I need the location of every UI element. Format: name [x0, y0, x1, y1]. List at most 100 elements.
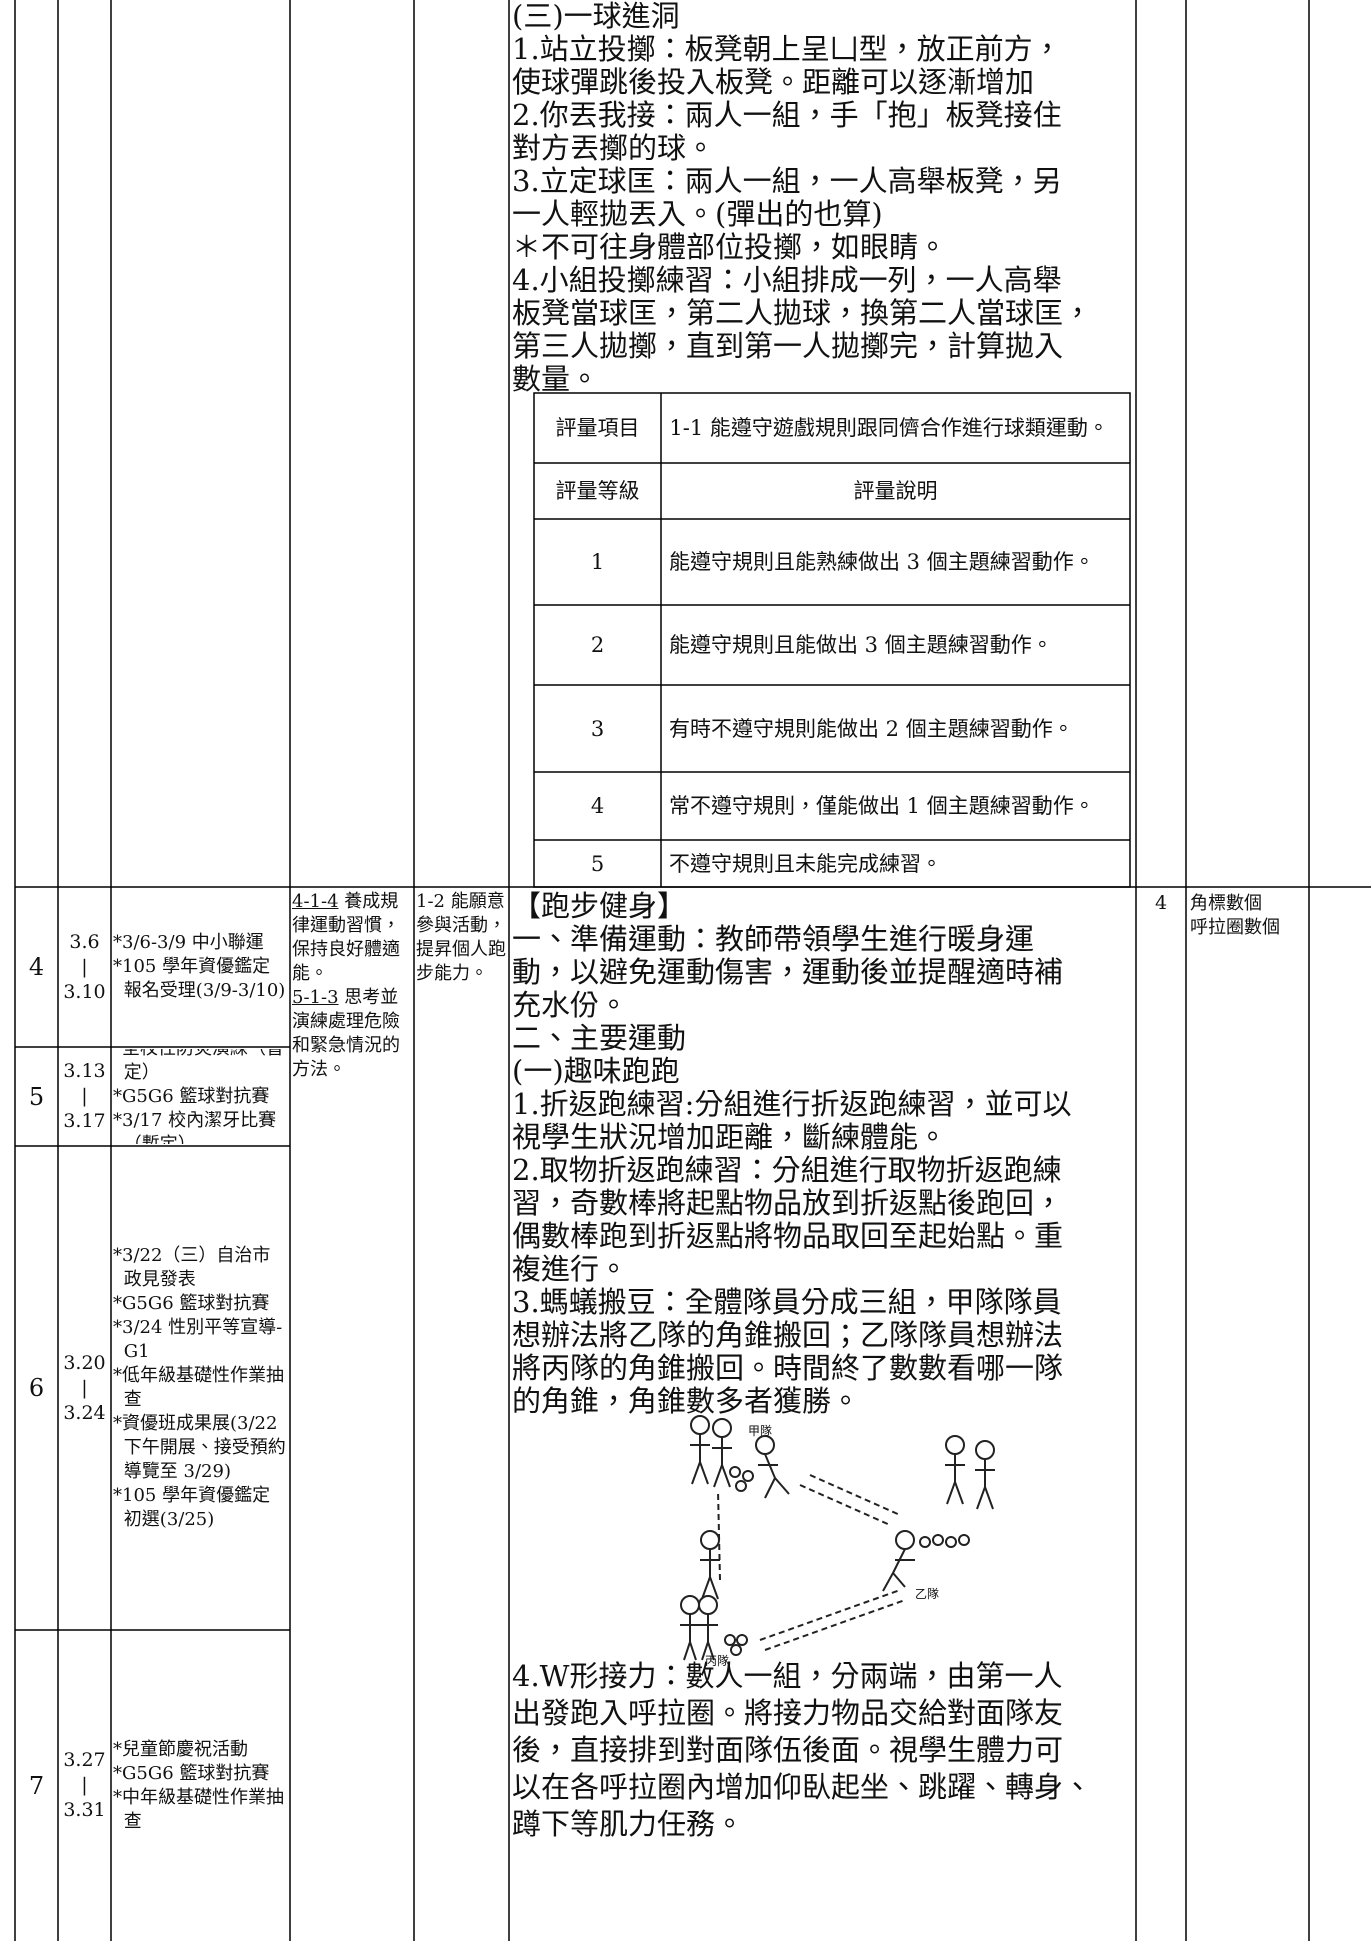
event: *中年級基礎性作業抽查	[113, 1786, 284, 1832]
content-line: 的角錐，角錐數多者獲勝。	[512, 1384, 861, 1418]
event: *3/17 校內潔牙比賽（暫定）	[113, 1109, 277, 1145]
content-line: 想辦法將乙隊的角錐搬回；乙隊隊員想辦法	[512, 1318, 1064, 1352]
resources: 角標數個 呼拉圈數個	[1190, 892, 1306, 940]
indicator: 5-1-3 思考並演練處理危險和緊急情況的方法。	[292, 986, 412, 1082]
content-line: 2.你丟我接：兩人一組，手「抱」板凳接住	[512, 98, 1062, 132]
content-line: 將丙隊的角錐搬回。時間終了數數看哪一隊	[512, 1351, 1064, 1385]
event: *G5G6 籃球對抗賽	[113, 1293, 270, 1314]
week-number: 6	[28, 1374, 45, 1402]
date-range: 3.13 | 3.17	[58, 1047, 111, 1146]
content-line: 動，以避免運動傷害，運動後並提醒適時補	[512, 955, 1064, 989]
content-line: 3.螞蟻搬豆：全體隊員分成三組，甲隊隊員	[512, 1285, 1062, 1319]
event: *3/24 性別平等宣導-G1	[113, 1317, 283, 1362]
rubric-level: 1	[590, 550, 605, 574]
resource: 呼拉圈數個	[1190, 917, 1280, 938]
content-line: 1.站立投擲：板凳朝上呈凵型，放正前方，	[512, 32, 1062, 66]
event: *低年級基礎性作業抽查	[113, 1365, 284, 1410]
date-start: 3.20	[63, 1351, 106, 1374]
content-line: ＊不可往身體部位投擲，如眼睛。	[512, 230, 948, 264]
event: *G5G6 籃球對抗賽	[113, 1762, 270, 1784]
event: *105 學年資優鑑定初選(3/25)	[113, 1485, 271, 1530]
events: *3/6-3/9 中小聯運 *105 學年資優鑑定報名受理(3/9-3/10)	[113, 889, 288, 1045]
week-number: 4	[28, 953, 45, 981]
indicator-text: 養成規律運動習慣，保持良好體適能。	[292, 891, 400, 984]
content-line: 數量。	[512, 362, 600, 396]
date-sep: |	[81, 955, 88, 978]
indicator-code: 5-1-3	[292, 987, 339, 1008]
events: *3/22（三）自治市政見發表 *G5G6 籃球對抗賽 *3/24 性別平等宣導-G…	[113, 1148, 288, 1628]
content-line: 以在各呼拉圈內增加仰臥起坐、跳躍、轉身、	[512, 1770, 1093, 1804]
content-line: 1.折返跑練習:分組進行折返跑練習，並可以	[512, 1087, 1072, 1121]
content-line: 充水份。	[512, 988, 629, 1022]
date-start: 3.13	[63, 1060, 106, 1082]
date-start: 3.6	[69, 930, 100, 953]
events: *兒童節慶祝活動 *G5G6 籃球對抗賽 *中年級基礎性作業抽查	[113, 1632, 288, 1939]
indicator: 4-1-4 養成規律運動習慣，保持良好體適能。	[292, 890, 412, 986]
event: *兒童節慶祝活動	[113, 1738, 248, 1760]
rubric-desc: 能遵守規則且能熟練做出 3 個主題練習動作。	[669, 550, 1095, 574]
rubric-level: 4	[590, 794, 605, 818]
content-line: 4.小組投擲練習：小組排成一列，一人高舉	[512, 263, 1062, 297]
content-line: (一)趣味跑跑	[512, 1054, 680, 1088]
event: *資優班成果展(3/22 下午開展、接受預約導覽至 3/29)	[113, 1413, 286, 1482]
event: *全校性防災演練（暫定）	[113, 1049, 284, 1083]
content-line: 後，直接排到對面隊伍後面。視學生體力可	[512, 1733, 1064, 1767]
rubric-desc: 不遵守規則且未能完成練習。	[669, 851, 942, 876]
week-number: 5	[28, 1082, 45, 1111]
date-range: 3.20 | 3.24	[58, 1146, 111, 1630]
illustration-label: 乙隊	[915, 1587, 940, 1601]
content-line: 蹲下等肌力任務。	[512, 1807, 745, 1841]
date-range: 3.6 | 3.10	[58, 887, 111, 1047]
rubric-desc: 常不遵守規則，僅能做出 1 個主題練習動作。	[669, 794, 1095, 818]
content-line: 4.W形接力：數人一組，分兩端，由第一人	[512, 1659, 1063, 1693]
content-block: 4.W形接力：數人一組，分兩端，由第一人 出發跑入呼拉圈。將接力物品交給對面隊友後…	[512, 1658, 1134, 1843]
content-block: (三)一球進洞 1.站立投擲：板凳朝上呈凵型，放正前方， 使球彈跳後投入板凳。距離可…	[512, 0, 1134, 396]
date-sep: |	[81, 1085, 88, 1107]
date-sep: |	[81, 1376, 88, 1399]
date-start: 3.27	[63, 1749, 106, 1771]
content-block: 【跑步健身】 一、準備運動：教師帶領學生進行暖身運 動，以避免運動傷害，運動後並提醒…	[512, 890, 1134, 1418]
content-line: 【跑步健身】	[512, 889, 687, 923]
rubric-desc: 能遵守規則且能做出 3 個主題練習動作。	[669, 633, 1053, 657]
rubric-level: 2	[590, 633, 605, 657]
rubric-item-label: 評量項目	[555, 416, 640, 440]
content-line: (三)一球進洞	[512, 0, 680, 33]
date-range: 3.27 | 3.31	[58, 1630, 111, 1941]
rubric-level-header: 評量等級	[555, 479, 640, 503]
events: *全校性防災演練（暫定）*G5G6 籃球對抗賽*3/17 校內潔牙比賽（暫定）	[113, 1049, 288, 1144]
content-line: 出發跑入呼拉圈。將接力物品交給對面隊友	[512, 1696, 1064, 1730]
resource: 角標數個	[1190, 893, 1262, 914]
event: *3/22（三）自治市政見發表	[113, 1245, 271, 1290]
week-number: 7	[28, 1771, 45, 1800]
rubric-item: 1-1 能遵守遊戲規則跟同儕合作進行球類運動。	[669, 416, 1109, 440]
content-line: 對方丟擲的球。	[512, 131, 716, 165]
content-line: 使球彈跳後投入板凳。距離可以逐漸增加	[512, 65, 1035, 99]
content-line: 二、主要運動	[512, 1021, 687, 1055]
content-line: 偶數棒跑到折返點將物品取回至起始點。重	[512, 1219, 1064, 1253]
illustration-label: 甲隊	[748, 1424, 773, 1438]
date-sep: |	[81, 1774, 88, 1796]
event: *3/6-3/9 中小聯運	[113, 932, 264, 953]
content-line: 視學生狀況增加距離，斷練體能。	[512, 1120, 948, 1154]
rubric-level: 5	[590, 851, 605, 876]
date-end: 3.17	[63, 1110, 106, 1132]
date-end: 3.31	[63, 1799, 106, 1821]
rubric-desc-header: 評量說明	[853, 479, 938, 503]
event: *G5G6 籃球對抗賽	[113, 1085, 270, 1107]
indicators: 4-1-4 養成規律運動習慣，保持良好體適能。 5-1-3 思考並演練處理危險和緊…	[292, 890, 412, 1082]
content-line: 板凳當球匡，第二人拋球，換第二人當球匡，	[512, 296, 1093, 330]
periods: 4	[1154, 892, 1168, 914]
date-end: 3.10	[63, 980, 106, 1003]
content-line: 習，奇數棒將起點物品放到折返點後跑回，	[512, 1186, 1064, 1220]
content-line: 2.取物折返跑練習：分組進行取物折返跑練	[512, 1153, 1062, 1187]
rubric-level: 3	[590, 716, 605, 741]
indicator-code: 4-1-4	[292, 891, 339, 912]
rubric-desc: 有時不遵守規則能做出 2 個主題練習動作。	[669, 716, 1074, 741]
date-end: 3.24	[63, 1401, 106, 1424]
event: *105 學年資優鑑定報名受理(3/9-3/10)	[113, 956, 286, 1001]
content-line: 3.立定球匡：兩人一組，一人高舉板凳，另	[512, 164, 1062, 198]
content-line: 一人輕拋丟入。(彈出的也算)	[512, 197, 883, 231]
indicator-text: 思考並演練處理危險和緊急情況的方法。	[292, 987, 400, 1080]
